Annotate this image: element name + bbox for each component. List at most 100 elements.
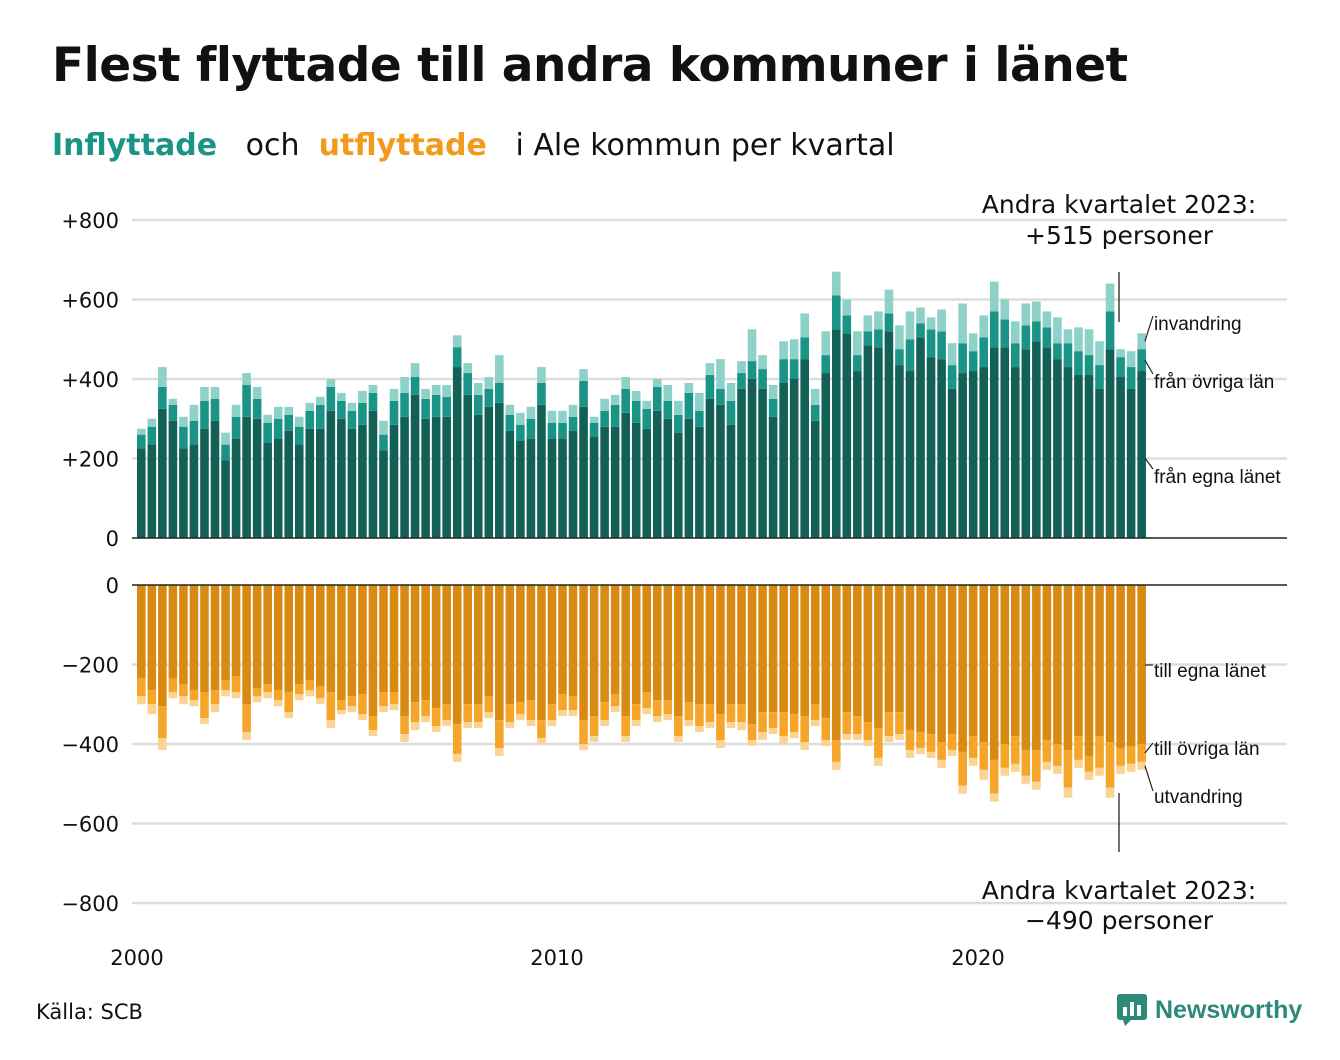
bar-out-1	[926, 734, 936, 752]
bar-in-2	[758, 355, 767, 370]
bar-out-0	[1042, 585, 1052, 741]
bar-in-2	[337, 392, 346, 401]
bar-in-2	[1074, 327, 1083, 352]
bar-out-0	[831, 585, 841, 741]
bar-out-1	[558, 694, 567, 711]
bar-out-2	[631, 720, 641, 727]
bar-out-0	[484, 585, 494, 697]
bar-out-2	[389, 704, 399, 711]
bar-out-2	[1105, 787, 1115, 798]
bar-out-1	[537, 720, 546, 739]
bar-in-0	[442, 416, 451, 538]
bar-in-2	[726, 382, 736, 401]
bar-in-0	[221, 460, 230, 538]
bar-in-2	[895, 325, 904, 350]
bar-in-0	[737, 388, 746, 538]
bar-in-0	[558, 438, 567, 538]
bar-in-0	[516, 440, 525, 538]
bar-out-1	[326, 692, 336, 721]
bar-out-2	[895, 734, 904, 741]
bar-in-0	[926, 357, 936, 538]
bar-in-2	[652, 379, 662, 387]
bar-out-0	[989, 585, 999, 760]
bar-in-1	[758, 369, 767, 389]
bar-out-0	[273, 585, 283, 691]
bar-in-1	[1116, 357, 1125, 378]
bar-in-0	[831, 329, 841, 538]
bar-out-1	[695, 704, 704, 727]
bar-in-0	[905, 371, 915, 538]
bar-out-1	[1042, 740, 1052, 762]
bar-in-0	[884, 331, 894, 538]
bar-out-1	[505, 704, 515, 723]
bar-out-2	[242, 732, 251, 741]
bar-out-1	[674, 716, 683, 737]
bar-out-1	[737, 704, 746, 723]
bar-in-1	[326, 386, 336, 411]
chart-title: Flest flyttade till andra kommuner i län…	[52, 38, 1128, 93]
bar-out-1	[1000, 744, 1010, 768]
bar-in-1	[473, 394, 483, 415]
bar-out-1	[821, 718, 831, 741]
bar-out-2	[1021, 775, 1031, 784]
bar-in-2	[716, 359, 725, 389]
bar-in-1	[179, 426, 188, 449]
bar-in-2	[789, 339, 799, 360]
bar-out-0	[189, 585, 199, 691]
bar-out-1	[484, 696, 494, 713]
bar-out-1	[1126, 745, 1136, 764]
bar-out-1	[768, 712, 778, 729]
bar-in-2	[1105, 283, 1115, 312]
bar-in-0	[695, 426, 704, 538]
bar-in-2	[853, 331, 862, 356]
bar-in-1	[589, 422, 599, 437]
bar-out-2	[252, 696, 262, 703]
bar-in-1	[968, 351, 978, 372]
bar-out-2	[558, 710, 567, 717]
bar-in-2	[442, 384, 451, 397]
bar-out-2	[495, 747, 504, 756]
bar-in-2	[874, 311, 883, 330]
bar-out-0	[210, 585, 220, 691]
bar-out-0	[1084, 585, 1094, 756]
bar-in-0	[916, 337, 925, 538]
bar-out-2	[800, 742, 809, 750]
bar-out-0	[768, 585, 778, 713]
bar-out-0	[863, 585, 873, 723]
bar-in-0	[863, 345, 873, 538]
bar-out-1	[979, 742, 988, 770]
subtitle-utflyttade: utflyttade	[318, 128, 487, 163]
bar-in-0	[579, 406, 588, 538]
bar-in-1	[368, 392, 378, 411]
bar-out-1	[968, 736, 978, 758]
bar-in-0	[568, 430, 578, 538]
bar-in-2	[937, 309, 946, 332]
bar-out-1	[147, 690, 157, 705]
bar-out-2	[410, 722, 420, 731]
bar-in-0	[874, 347, 883, 538]
bar-in-0	[168, 420, 178, 538]
axes: 0 +200 +400 +600 +800 0 −200 −400 −600 −800 2000 20…	[61, 209, 1287, 970]
bar-out-0	[737, 585, 746, 705]
bar-in-1	[989, 311, 999, 348]
bar-out-0	[1010, 585, 1020, 737]
bar-in-2	[484, 377, 494, 389]
bar-out-2	[663, 714, 673, 721]
bar-out-1	[273, 690, 283, 701]
bar-out-1	[189, 690, 199, 701]
newsworthy-logo-icon	[1117, 994, 1147, 1026]
bar-out-1	[705, 704, 715, 723]
bar-out-0	[684, 585, 694, 703]
bar-in-0	[600, 426, 609, 538]
bar-in-2	[252, 386, 262, 399]
bar-out-2	[810, 720, 820, 727]
bar-in-0	[537, 404, 546, 538]
bar-out-1	[810, 704, 820, 721]
bar-in-1	[389, 400, 399, 425]
bar-out-0	[558, 585, 567, 695]
bar-out-0	[947, 585, 957, 735]
bar-in-2	[1010, 321, 1020, 344]
bar-in-1	[347, 410, 357, 429]
bar-out-1	[800, 716, 809, 743]
